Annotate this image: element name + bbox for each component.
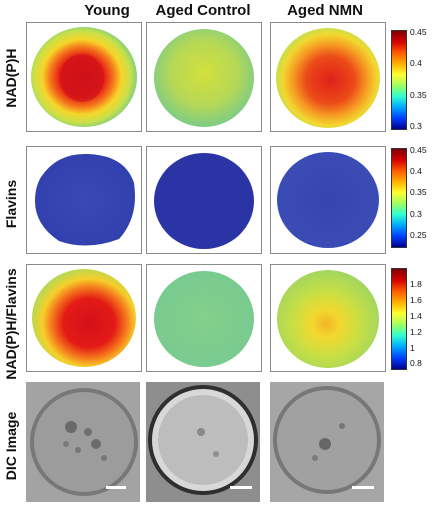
panel-dic-young <box>26 382 140 502</box>
column-title-aged-control: Aged Control <box>155 2 251 19</box>
row-label-dic: DIC Image <box>3 411 19 481</box>
panel-nadph-aged-control <box>146 22 262 132</box>
cell-image-dic-young <box>26 382 140 502</box>
panel-dic-aged-control <box>146 382 260 502</box>
tick-label: 1.8 <box>410 279 422 289</box>
cell-image-flavins-aged-control <box>154 153 254 249</box>
tick-label: 0.8 <box>410 358 422 368</box>
cell-image-ratio-aged-control <box>154 271 254 367</box>
colorbar-flavins <box>391 148 407 248</box>
cell-image-flavins-aged-nmn <box>277 152 379 248</box>
tick-label: 0.25 <box>410 230 427 240</box>
row-label-nadph: NAD(P)H <box>3 48 19 108</box>
panel-ratio-young <box>26 264 142 372</box>
cell-image-dic-aged-control <box>146 382 260 502</box>
cell-image-flavins-young <box>35 153 135 246</box>
cell-image-nadph-aged-control <box>154 29 254 127</box>
tick-label: 1.6 <box>410 295 422 305</box>
scale-bar <box>230 486 252 489</box>
colorbar-nadph <box>391 30 407 130</box>
cell-image-nadph-young <box>31 27 137 127</box>
panel-dic-aged-nmn <box>270 382 384 502</box>
scale-bar <box>106 486 126 489</box>
panel-ratio-aged-nmn <box>270 264 386 372</box>
cell-image-dic-aged-nmn <box>270 382 384 502</box>
cell-image-ratio-young <box>32 269 136 367</box>
panel-flavins-aged-nmn <box>270 146 386 254</box>
tick-label: 0.3 <box>410 209 422 219</box>
panel-nadph-aged-nmn <box>270 22 386 132</box>
tick-label: 0.45 <box>410 145 427 155</box>
tick-label: 0.35 <box>410 187 427 197</box>
tick-label: 0.3 <box>410 121 422 131</box>
tick-label: 0.4 <box>410 166 422 176</box>
row-label-flavins: Flavins <box>3 179 19 229</box>
tick-label: 0.4 <box>410 58 422 68</box>
colorbar-ratio <box>391 268 407 370</box>
cell-image-ratio-aged-nmn <box>277 270 379 368</box>
panel-nadph-young <box>26 22 142 132</box>
tick-label: 0.45 <box>410 27 427 37</box>
panel-ratio-aged-control <box>146 264 262 372</box>
tick-label: 1.4 <box>410 311 422 321</box>
panel-flavins-young <box>26 146 142 254</box>
panel-flavins-aged-control <box>146 146 262 254</box>
scale-bar <box>352 486 374 489</box>
row-label-ratio: NAD(P)H/Flavins <box>3 268 19 380</box>
cell-image-nadph-aged-nmn <box>276 28 380 128</box>
tick-label: 0.35 <box>410 90 427 100</box>
column-title-aged-nmn: Aged NMN <box>287 2 363 19</box>
tick-label: 1 <box>410 343 415 353</box>
column-title-young: Young <box>84 2 130 19</box>
tick-label: 1.2 <box>410 327 422 337</box>
